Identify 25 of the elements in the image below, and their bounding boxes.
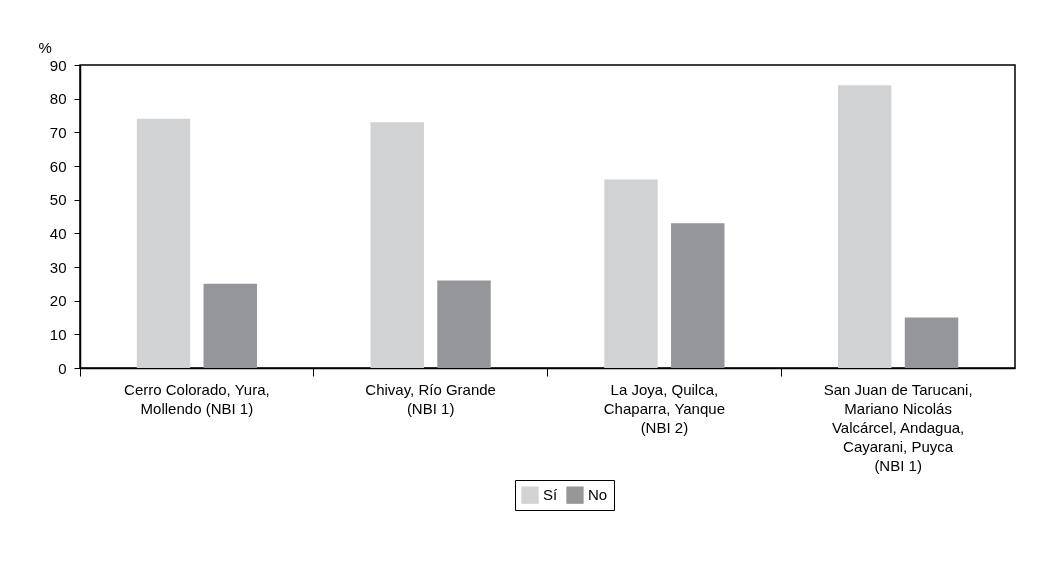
y-tick-label: 60 xyxy=(49,157,67,175)
bar xyxy=(671,223,725,368)
bar xyxy=(136,118,191,368)
bar xyxy=(203,283,257,368)
y-tick-label: 0 xyxy=(58,359,67,377)
bar xyxy=(437,280,491,368)
y-tick-label: 10 xyxy=(49,325,67,343)
bar xyxy=(904,317,959,368)
x-tick-label: Cerro Colorado, Yura, Mollendo (NBI 1) xyxy=(124,380,270,417)
y-tick-label: 20 xyxy=(49,292,67,310)
y-tick-label: 30 xyxy=(49,258,67,276)
x-tick-label: San Juan de Tarucani, Mariano Nicolás Valcárcel, Andagua, Cayarani, Puyca (NBI 1) xyxy=(823,380,973,474)
y-axis-title: % xyxy=(38,38,52,56)
y-tick-label: 40 xyxy=(49,224,67,242)
bar xyxy=(838,85,892,368)
bar xyxy=(604,179,658,368)
y-tick-label: 70 xyxy=(49,123,67,141)
y-tick-label: 90 xyxy=(49,56,67,74)
legend-label: No xyxy=(588,486,608,504)
y-tick-label: 80 xyxy=(49,90,67,108)
x-tick-label: Chivay, Río Grande (NBI 1) xyxy=(365,380,496,417)
x-tick-label: La Joya, Quilca, Chaparra, Yanque (NBI 2) xyxy=(603,380,725,436)
bar xyxy=(370,122,424,368)
legend-label: Sí xyxy=(543,486,558,504)
y-tick-label: 50 xyxy=(49,191,67,209)
